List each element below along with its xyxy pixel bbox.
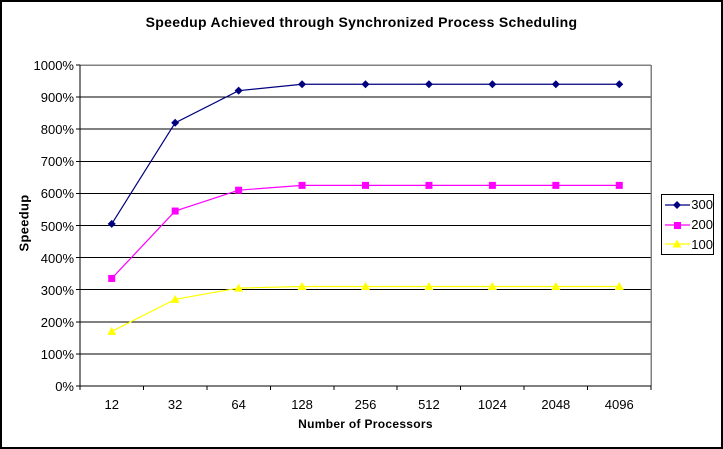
y-tick-label: 100% [40, 346, 74, 362]
legend-item-200: 200 [664, 215, 713, 235]
legend-label: 200 [691, 217, 713, 232]
y-tick-label: 700% [40, 154, 74, 170]
square-marker-icon [665, 221, 691, 229]
data-point-marker-200 [552, 181, 560, 189]
data-point-marker-100 [234, 283, 244, 292]
legend-item-100: 100 [664, 234, 713, 254]
data-point-marker-100 [297, 281, 307, 290]
data-point-marker-100 [614, 281, 624, 290]
diamond-marker-icon [665, 200, 691, 209]
data-point-marker-100 [487, 281, 497, 290]
y-tick-label: 1000% [33, 58, 74, 73]
x-tick-label: 1024 [477, 397, 507, 412]
data-point-marker-300 [488, 80, 497, 89]
data-point-marker-300 [298, 80, 307, 89]
series-line-300 [111, 83, 620, 225]
data-point-marker-200 [362, 181, 369, 189]
y-tick-label: 900% [40, 90, 74, 106]
data-point-marker-100 [107, 326, 117, 335]
x-tick-label: 2048 [541, 397, 571, 412]
data-point-marker-200 [488, 181, 496, 189]
data-point-marker-200 [298, 181, 306, 189]
data-point-marker-200 [108, 274, 116, 282]
y-tick-label: 200% [40, 314, 74, 330]
x-tick-label: 512 [418, 397, 440, 412]
data-point-marker-300 [615, 80, 624, 89]
data-point-marker-300 [551, 80, 560, 89]
chart-title: Speedup Achieved through Synchronized Pr… [145, 14, 578, 30]
data-point-marker-300 [361, 80, 370, 89]
y-tick-label: 600% [40, 186, 74, 202]
legend-label: 300 [691, 197, 713, 213]
data-point-marker-300 [424, 80, 433, 89]
data-point-marker-100 [551, 281, 561, 290]
data-point-marker-200 [425, 181, 433, 189]
x-tick-label: 256 [354, 397, 377, 412]
data-point-marker-200 [235, 186, 243, 194]
legend-item-300: 300 [664, 195, 713, 215]
x-tick-label: 64 [231, 397, 246, 412]
y-tick-label: 0% [55, 379, 74, 394]
triangle-marker-icon [665, 239, 691, 248]
series-line-200 [111, 184, 620, 279]
data-point-marker-300 [171, 118, 180, 127]
data-point-marker-100 [361, 281, 370, 290]
y-tick-label: 300% [40, 282, 74, 298]
data-point-marker-100 [170, 294, 180, 303]
y-tick-label: 800% [40, 122, 74, 138]
x-tick-label: 128 [291, 397, 313, 412]
x-tick-label: 4096 [604, 397, 634, 412]
data-point-marker-200 [171, 207, 179, 215]
data-point-marker-100 [424, 281, 434, 290]
x-tick-label: 12 [104, 397, 119, 412]
data-point-marker-300 [234, 86, 243, 95]
y-tick-label: 500% [40, 218, 74, 234]
y-tick-label: 400% [40, 250, 74, 266]
x-tick-label: 32 [167, 397, 183, 412]
x-axis-title: Number of Processors [298, 417, 433, 431]
data-point-marker-300 [107, 219, 116, 228]
legend: 300 200 100 [661, 194, 714, 255]
series-line-100 [111, 285, 620, 332]
data-point-marker-200 [615, 181, 623, 189]
legend-label: 100 [691, 236, 713, 252]
